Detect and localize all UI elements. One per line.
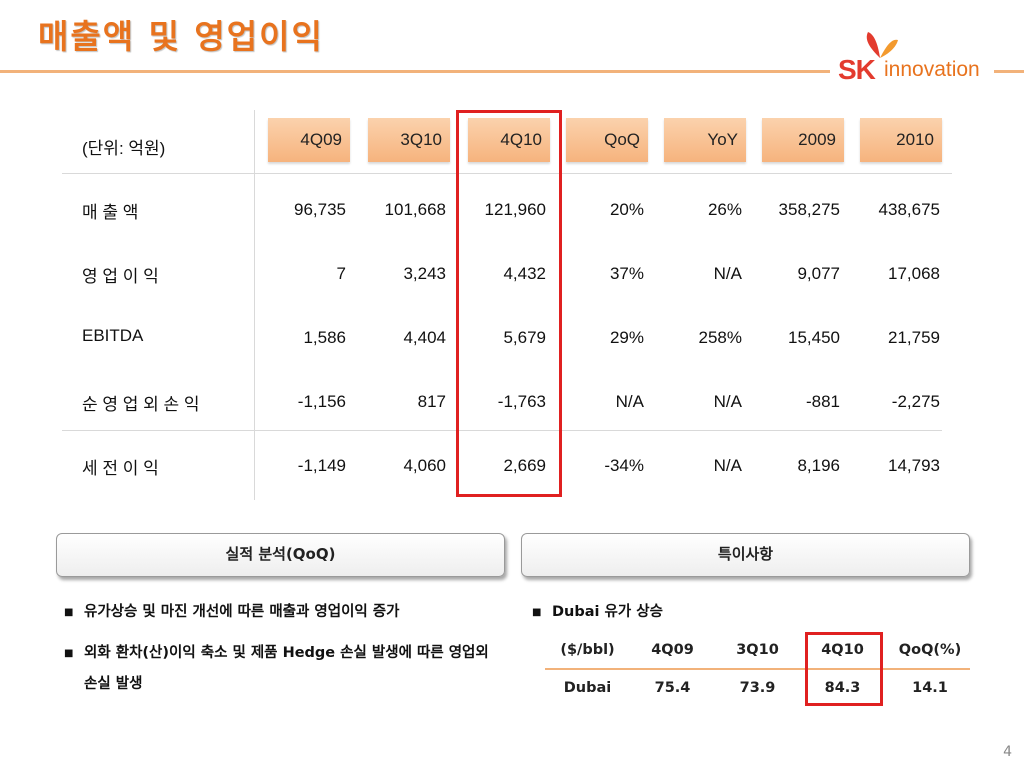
dubai-value-cell: Dubai xyxy=(563,680,612,696)
row-label: 매 출 액 xyxy=(82,203,139,222)
col-header: 2010 xyxy=(860,118,942,162)
bullet-text: 외화 환차(산)이익 축소 및 제품 Hedge 손실 발생에 따른 영업외손실… xyxy=(84,645,489,692)
table-cell: N/A xyxy=(713,264,742,283)
table-cell: 258% xyxy=(698,328,742,347)
row-label: 순 영 업 외 손 익 xyxy=(82,395,200,414)
butterfly-icon xyxy=(866,32,898,58)
row-label: 영 업 이 익 xyxy=(82,267,159,286)
table-row: 순 영 업 외 손 익 -1,156 817 -1,763 N/A N/A -881 -2,2… xyxy=(62,366,952,430)
list-item: ■ 유가상승 및 마진 개선에 따른 매출과 영업이익 증가 xyxy=(62,597,492,628)
bullet-text: 유가상승 및 마진 개선에 따른 매출과 영업이익 증가 xyxy=(84,604,400,620)
table-cell: 96,735 xyxy=(294,200,346,219)
table-cell: 7 xyxy=(336,264,346,283)
bullet-square-icon: ■ xyxy=(532,607,542,618)
table-cell: N/A xyxy=(713,456,742,475)
table-cell: 1,586 xyxy=(303,328,346,347)
table-cell: -1,156 xyxy=(297,392,346,411)
table-cell: 26% xyxy=(707,200,742,219)
row-label: EBITDA xyxy=(82,326,144,345)
table-cell: N/A xyxy=(713,392,742,411)
table-cell: 15,450 xyxy=(788,328,840,347)
table-row: 세 전 이 익 -1,149 4,060 2,669 -34% N/A 8,196 14,79… xyxy=(62,430,952,494)
table-row: 매 출 액 96,735 101,668 121,960 20% 26% 358,275 43… xyxy=(62,174,952,238)
dubai-header-cell: 4Q09 xyxy=(651,642,694,658)
col-header: QoQ xyxy=(566,118,648,162)
col-header: 3Q10 xyxy=(368,118,450,162)
title-rule-right xyxy=(994,70,1024,73)
table-cell: 20% xyxy=(609,200,644,219)
col-header: 2009 xyxy=(762,118,844,162)
dubai-4q10-highlight-box xyxy=(805,632,883,706)
row-label: 세 전 이 익 xyxy=(82,459,159,478)
col-header: 4Q09 xyxy=(268,118,350,162)
dubai-header-cell: 3Q10 xyxy=(736,642,779,658)
divider xyxy=(545,668,970,670)
table-cell: 2,669 xyxy=(503,456,546,475)
unit-label: (단위: 억원) xyxy=(82,139,166,158)
table-cell: -881 xyxy=(805,392,840,411)
table-cell: 14,793 xyxy=(888,456,940,475)
table-cell: 101,668 xyxy=(384,200,446,219)
col-header: YoY xyxy=(664,118,746,162)
table-cell: 358,275 xyxy=(778,200,840,219)
table-row: EBITDA 1,586 4,404 5,679 29% 258% 15,450 21,759 xyxy=(62,302,952,366)
dubai-header-cell: 4Q10 xyxy=(821,642,864,658)
list-item: ■ 외화 환차(산)이익 축소 및 제품 Hedge 손실 발생에 따른 영업외… xyxy=(62,638,492,700)
table-cell: 817 xyxy=(417,392,446,411)
special-notes-panel: 특이사항 xyxy=(521,533,970,577)
table-cell: 4,060 xyxy=(403,456,446,475)
table-cell: 438,675 xyxy=(878,200,940,219)
page-title: 매출액 및 영업이익 xyxy=(38,17,324,56)
dubai-value-cell: 84.3 xyxy=(824,680,861,696)
table-row: 영 업 이 익 7 3,243 4,432 37% N/A 9,077 17,068 xyxy=(62,238,952,302)
table-cell: 29% xyxy=(609,328,644,347)
dubai-header-cell: ($/bbl) xyxy=(560,642,615,658)
table-cell: -34% xyxy=(604,456,644,475)
performance-analysis-panel: 실적 분석(QoQ) xyxy=(56,533,505,577)
sk-innovation-logo: SK innovation xyxy=(838,30,998,85)
table-cell: 4,432 xyxy=(503,264,546,283)
table-cell: 5,679 xyxy=(503,328,546,347)
table-cell: -1,149 xyxy=(297,456,346,475)
dubai-value-cell: 73.9 xyxy=(739,680,776,696)
list-item: ■ Dubai 유가 상승 xyxy=(530,597,970,628)
divider xyxy=(62,173,952,174)
analysis-bullets: ■ 유가상승 및 마진 개선에 따른 매출과 영업이익 증가 ■ 외화 환차(산… xyxy=(62,597,492,700)
table-cell: 21,759 xyxy=(888,328,940,347)
bullet-square-icon: ■ xyxy=(64,607,74,618)
table-cell: -2,275 xyxy=(891,392,940,411)
table-cell: N/A xyxy=(615,392,644,411)
table-cell: 9,077 xyxy=(797,264,840,283)
table-cell: 8,196 xyxy=(797,456,840,475)
table-cell: 17,068 xyxy=(888,264,940,283)
logo-innovation-text: innovation xyxy=(884,58,980,81)
table-cell: -1,763 xyxy=(497,392,546,411)
logo-sk-text: SK xyxy=(838,54,876,85)
table-cell: 37% xyxy=(609,264,644,283)
notes-bullets: ■ Dubai 유가 상승 xyxy=(530,597,970,628)
divider xyxy=(62,430,942,431)
page-number: 4 xyxy=(1003,744,1012,760)
table-cell: 4,404 xyxy=(403,328,446,347)
dubai-value-cell: 75.4 xyxy=(654,680,691,696)
4q10-highlight-box xyxy=(456,110,562,497)
dubai-value-cell: 14.1 xyxy=(912,680,948,696)
col-header: 4Q10 xyxy=(468,118,550,162)
table-cell: 121,960 xyxy=(484,200,546,219)
table-header-row: (단위: 억원) 4Q09 3Q10 4Q10 QoQ YoY 2009 201… xyxy=(62,110,952,174)
divider xyxy=(254,110,255,500)
table-cell: 3,243 xyxy=(403,264,446,283)
bullet-text: Dubai 유가 상승 xyxy=(552,604,663,620)
title-rule-left xyxy=(0,70,830,73)
bullet-square-icon: ■ xyxy=(64,648,74,659)
dubai-header-cell: QoQ(%) xyxy=(898,642,962,658)
